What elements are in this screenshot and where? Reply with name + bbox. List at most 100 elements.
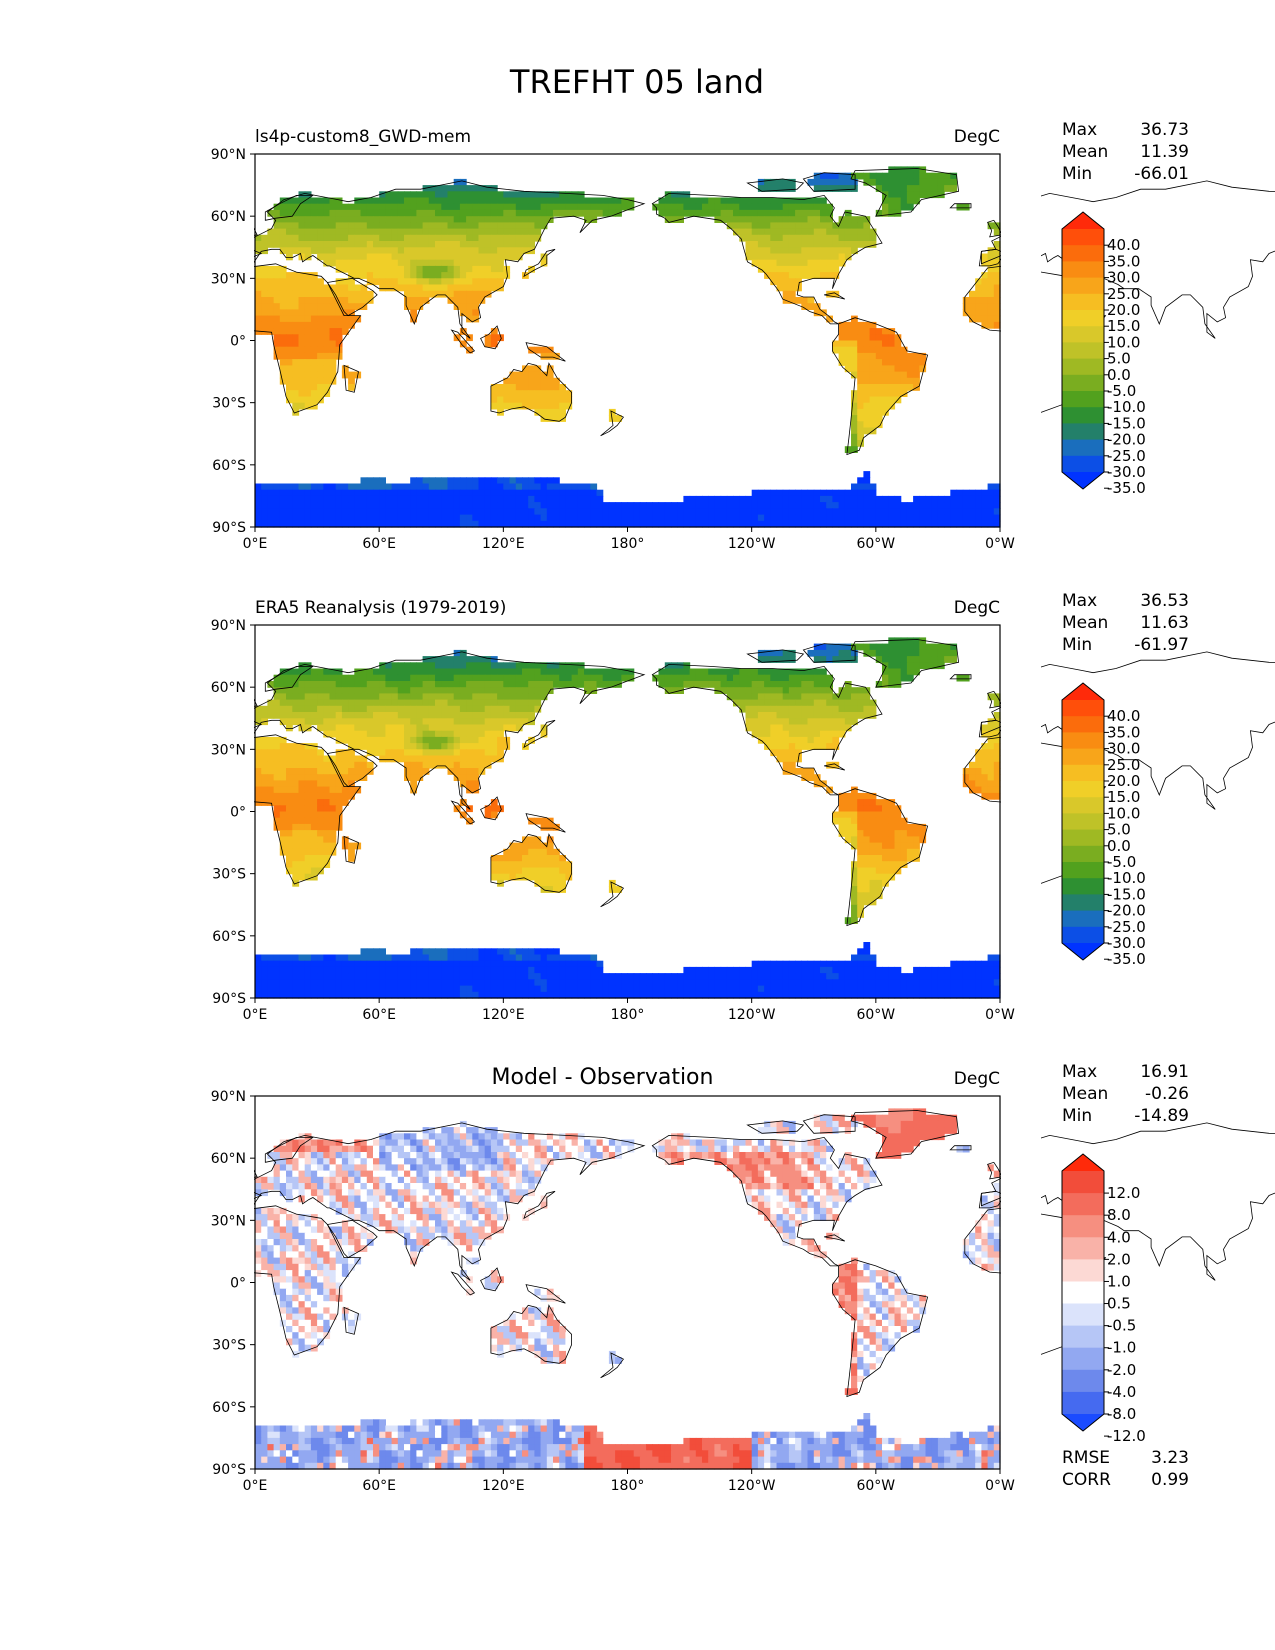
map-cell (906, 643, 914, 651)
map-cell (391, 222, 399, 230)
map-cell (484, 668, 492, 676)
map-cell (782, 265, 790, 273)
map-cell (348, 371, 355, 379)
map-cell (279, 334, 287, 342)
colorbar-bin (1062, 277, 1104, 295)
map-cell (317, 334, 324, 342)
map-cell (813, 185, 821, 192)
map-cell (435, 705, 442, 713)
map-cell (851, 321, 858, 329)
map-cell (404, 960, 411, 968)
map-cell (360, 253, 368, 261)
map-cell (969, 768, 976, 775)
map-cell (602, 973, 610, 980)
map-cell (559, 402, 566, 410)
map-cell (422, 718, 430, 726)
map-cell (466, 241, 473, 248)
map-cell (279, 836, 287, 844)
map-cell (757, 649, 765, 657)
map-cell (937, 495, 945, 503)
map-cell (813, 743, 821, 750)
map-cell (379, 209, 386, 217)
map-cell (304, 346, 312, 354)
map-cell (745, 508, 753, 516)
map-cell (292, 823, 300, 831)
map-cell (391, 272, 399, 279)
map-cell (906, 203, 914, 211)
map-cell (404, 712, 411, 719)
map-cell (844, 334, 852, 342)
map-cell (292, 328, 300, 335)
map-cell (255, 736, 262, 744)
map-cell (888, 191, 896, 199)
map-cell (944, 502, 951, 509)
map-cell (522, 718, 529, 726)
map-cell (894, 172, 902, 180)
map-cell (466, 991, 473, 999)
map-cell (646, 973, 653, 980)
map-cell (310, 359, 318, 366)
map-cell (844, 495, 852, 503)
map-cell (397, 259, 405, 267)
map-cell (335, 520, 343, 528)
map-cell (944, 508, 951, 516)
map-cell (267, 780, 275, 788)
map-cell (490, 966, 498, 974)
map-cell (298, 848, 306, 856)
map-cell (590, 668, 598, 676)
map-cell (484, 477, 492, 485)
map-cell (323, 954, 331, 962)
map-cell (292, 197, 300, 205)
map-cell (565, 197, 573, 205)
map-cell (348, 203, 355, 211)
colorbar-bin (1062, 261, 1104, 279)
map-cell (875, 830, 883, 837)
map-cell (261, 774, 268, 781)
map-cell (286, 842, 293, 850)
map-cell (379, 284, 386, 292)
map-cell (447, 209, 455, 217)
map-cell (478, 209, 486, 217)
map-cell (348, 290, 355, 298)
map-cell (310, 321, 318, 329)
map-cell (509, 489, 517, 497)
map-cell (987, 483, 995, 491)
map-cell (826, 259, 833, 267)
map-cell (863, 954, 871, 962)
map-cell (919, 172, 927, 180)
map-cell (329, 712, 337, 719)
map-cell (571, 520, 579, 528)
map-cell (466, 278, 473, 286)
map-cell (379, 203, 386, 211)
map-cell (801, 265, 809, 273)
map-cell (882, 805, 889, 813)
map-cell (459, 241, 467, 248)
map-cell (875, 172, 883, 180)
map-cell (304, 303, 312, 310)
map-cell (286, 495, 293, 503)
map-cell (832, 502, 840, 509)
map-cell (937, 514, 945, 522)
map-cell (341, 253, 349, 261)
map-cell (503, 402, 511, 410)
map-cell (807, 681, 815, 688)
map-cell (745, 681, 753, 688)
map-cell (851, 446, 858, 453)
map-cell (652, 979, 660, 987)
map-cell (416, 960, 424, 968)
map-cell (323, 681, 331, 688)
map-cell (788, 712, 796, 719)
map-cell (472, 718, 480, 726)
map-cell (714, 966, 722, 974)
map-cell (745, 241, 753, 248)
map-cell (472, 222, 480, 230)
map-cell (658, 203, 666, 211)
map-cell (851, 222, 858, 230)
map-cell (397, 278, 405, 286)
map-cell (509, 966, 517, 974)
map-cell (795, 253, 802, 261)
map-cell (857, 867, 864, 875)
map-cell (484, 222, 492, 230)
